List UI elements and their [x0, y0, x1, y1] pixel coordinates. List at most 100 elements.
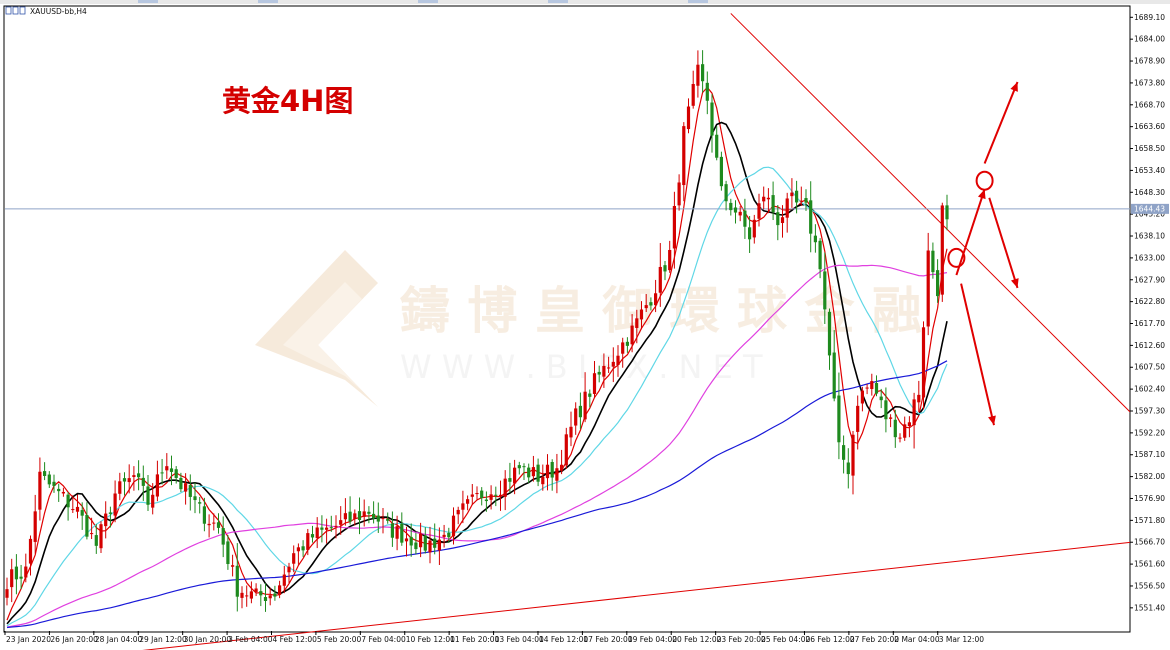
candle: [738, 206, 742, 222]
candle-body: [57, 488, 61, 492]
watermark-line2: W W W . B I F X . N E T: [400, 348, 763, 386]
candle-body: [226, 541, 230, 565]
candle: [57, 483, 61, 502]
candle: [19, 564, 23, 590]
candle: [466, 495, 470, 511]
candle: [536, 458, 540, 487]
candle: [90, 517, 94, 540]
candle-body: [249, 591, 253, 599]
candle-body: [367, 511, 371, 514]
candle: [447, 527, 451, 543]
x-tick-label: 26 Feb 12:00: [805, 635, 854, 644]
candle: [38, 457, 42, 521]
candle: [766, 188, 770, 214]
candle-body: [517, 465, 521, 469]
candle: [842, 435, 846, 474]
candle-body: [19, 576, 23, 579]
candle: [757, 193, 761, 227]
candle: [870, 373, 874, 396]
candle-body: [611, 361, 615, 367]
candle: [724, 180, 728, 211]
candle: [545, 454, 550, 491]
candle: [541, 464, 545, 491]
candle-body: [926, 250, 930, 327]
candle: [367, 506, 371, 524]
candle-body: [889, 417, 893, 419]
candle-body: [456, 509, 460, 515]
candle: [28, 535, 33, 576]
candle: [5, 577, 9, 606]
candle-body: [729, 202, 733, 211]
candle: [43, 462, 47, 481]
candle-body: [480, 490, 484, 499]
candle-body: [33, 511, 37, 542]
candle: [498, 480, 503, 511]
candle: [668, 240, 672, 273]
candle: [334, 515, 338, 539]
ma-line: [6, 166, 948, 627]
candle: [611, 347, 615, 383]
candle-body: [621, 342, 625, 354]
candle-body: [433, 538, 437, 548]
candle-body: [184, 483, 188, 492]
candle: [24, 553, 28, 583]
circle-marker: [947, 247, 966, 268]
candle: [198, 496, 202, 514]
candle: [710, 94, 714, 153]
candle: [701, 50, 705, 93]
x-tick-label: 3 Mar 12:00: [939, 635, 985, 644]
candle-body: [353, 513, 357, 520]
candle-body: [71, 509, 75, 511]
candle: [574, 402, 578, 435]
candle: [837, 372, 841, 460]
arrow: [983, 81, 1019, 164]
y-tick-label: 1663.60: [1134, 122, 1165, 131]
candle: [809, 181, 813, 253]
candle-body: [306, 533, 310, 550]
candle-body: [860, 390, 864, 404]
candle: [254, 583, 258, 597]
candle-body: [635, 318, 639, 328]
candle: [428, 526, 432, 564]
arrow-shaft: [983, 81, 1019, 164]
y-tick-label: 1561.60: [1134, 560, 1165, 569]
candle-body: [870, 381, 874, 389]
candle: [874, 375, 879, 397]
candle: [832, 330, 836, 402]
candle: [846, 448, 850, 489]
candle: [733, 200, 738, 224]
symbol-label: XAUUSD-bb,H4: [5, 6, 87, 16]
candle: [578, 392, 582, 429]
candle: [748, 215, 752, 253]
candle-body: [395, 526, 399, 539]
candle: [860, 386, 864, 412]
candle-body: [569, 426, 573, 438]
candle: [560, 449, 564, 475]
candle: [99, 521, 103, 553]
y-tick-label: 1587.10: [1134, 450, 1165, 459]
candle: [202, 497, 206, 532]
candle: [273, 585, 277, 601]
candle-body: [630, 325, 634, 345]
candle: [292, 545, 296, 573]
candle: [569, 411, 573, 447]
candle-body: [437, 539, 441, 551]
x-tick-label: 20 Feb 12:00: [672, 635, 721, 644]
candle: [296, 543, 300, 565]
candle-body: [903, 424, 907, 438]
candle-body: [837, 395, 841, 443]
candle-body: [10, 569, 14, 588]
y-tick-label: 1638.10: [1134, 232, 1165, 241]
candle: [231, 554, 235, 577]
candle-body: [404, 538, 409, 542]
candle-body: [212, 522, 216, 524]
candle: [616, 345, 620, 377]
candle-body: [61, 491, 65, 494]
candle: [75, 494, 80, 519]
candle-body: [104, 513, 108, 527]
candle: [94, 524, 98, 554]
candle: [564, 427, 568, 469]
candle: [437, 527, 441, 565]
